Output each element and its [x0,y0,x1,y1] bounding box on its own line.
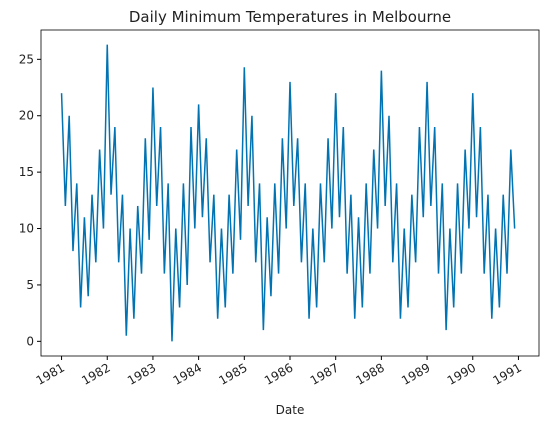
x-tick-label: 1990 [445,360,478,387]
x-tick-label: 1981 [34,360,67,387]
x-tick-label: 1989 [399,360,432,387]
x-tick-label: 1987 [308,360,341,387]
x-tick-label: 1986 [262,360,295,387]
y-tick-label: 10 [19,222,34,236]
x-tick-label: 1982 [79,360,112,387]
data-line [60,44,516,342]
x-tick-label: 1988 [353,360,386,387]
x-axis-label: Date [276,403,305,417]
y-tick-label: 0 [26,334,34,348]
x-tick-label: 1984 [171,360,204,387]
x-tick-label: 1991 [490,360,523,387]
y-tick-label: 15 [19,165,34,179]
x-tick-label: 1983 [125,360,158,387]
x-tick-label: 1985 [216,360,249,387]
y-tick-label: 25 [19,52,34,66]
y-tick-label: 5 [26,278,34,292]
chart-title: Daily Minimum Temperatures in Melbourne [129,8,451,26]
y-tick-label: 20 [19,109,34,123]
